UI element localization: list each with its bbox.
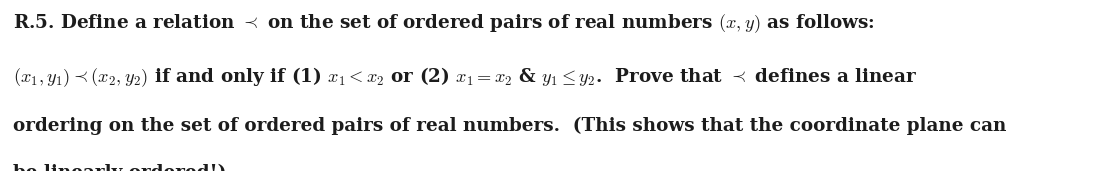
Text: be linearly ordered!): be linearly ordered!) <box>13 164 227 171</box>
Text: R.5. Define a relation $\prec$ on the set of ordered pairs of real numbers $(x, : R.5. Define a relation $\prec$ on the se… <box>13 12 875 35</box>
Text: ordering on the set of ordered pairs of real numbers.  (This shows that the coor: ordering on the set of ordered pairs of … <box>13 116 1007 135</box>
Text: $(x_1, y_1) \prec (x_2, y_2)$ if and only if (1) $x_1 < x_2$ or (2) $x_1 = x_2$ : $(x_1, y_1) \prec (x_2, y_2)$ if and onl… <box>13 65 917 89</box>
